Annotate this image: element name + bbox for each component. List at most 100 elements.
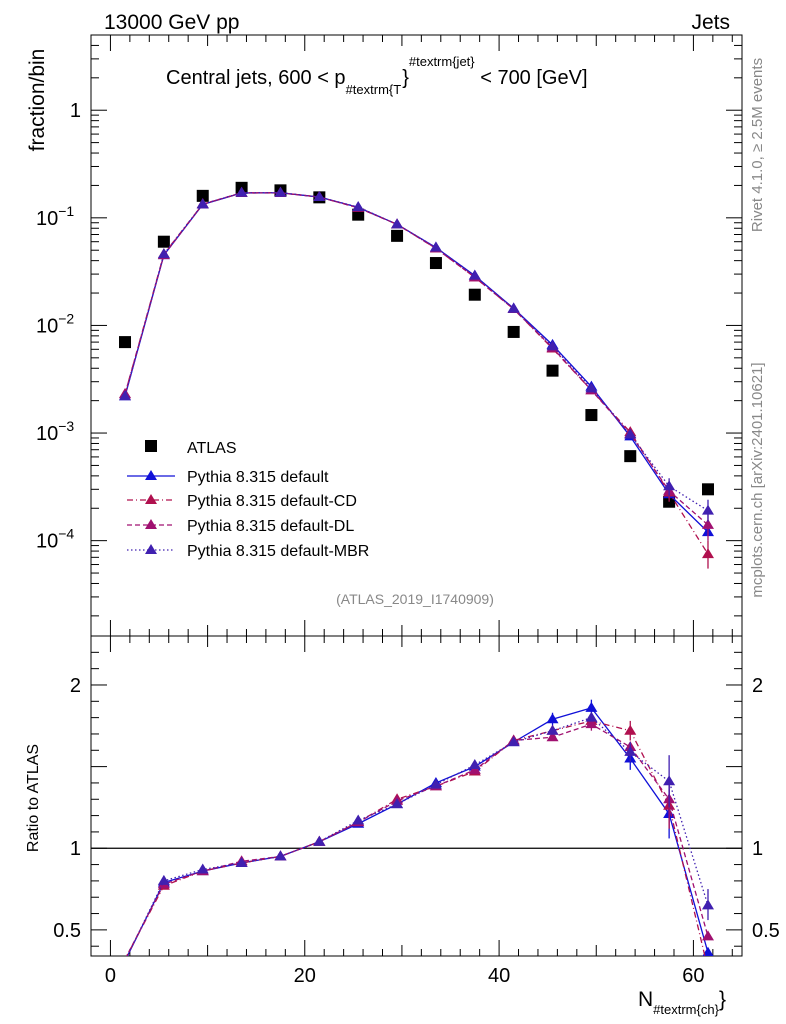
atlas-point <box>429 257 442 270</box>
legend-marker-mbr <box>145 544 157 554</box>
legend-marker-cd <box>145 494 157 504</box>
pythia-8-315-default-ratio-line <box>126 707 709 956</box>
title-suffix: < 700 [GeV] <box>480 67 587 89</box>
ratio-plot-frame <box>90 635 743 957</box>
pythia-8-315-default-mbr-ratio-line <box>126 716 709 956</box>
pythia-8-315-default-mbr-ratio-point <box>663 775 676 786</box>
pythia-8-315-default-mbr-point <box>585 382 598 393</box>
atlas-point <box>507 325 520 338</box>
legend-label-atlas: ATLAS <box>187 440 237 457</box>
legend-marker-default <box>145 470 157 480</box>
pythia-8-315-default-cd-point <box>701 548 714 559</box>
pythia-8-315-default-cd-ratio-line <box>125 720 706 956</box>
pythia-8-315-default-mbr-point <box>391 218 404 229</box>
ratio-y-tick-label: 0.5 <box>53 920 81 942</box>
title-prefix: Central jets, 600 < p <box>166 67 346 89</box>
y-axis-label: fraction/bin <box>26 49 49 152</box>
pythia-8-315-default-mbr-ratio-point <box>391 798 404 809</box>
atlas-point <box>196 189 209 202</box>
pythia-8-315-default-mbr-ratio-point <box>701 899 714 910</box>
jets-label: Jets <box>691 11 730 34</box>
ratio-y-tick-label: 2 <box>70 675 81 697</box>
analysis-id: (ATLAS_2019_I1740909) <box>336 591 494 607</box>
ratio-axis-label: Ratio to ATLAS <box>25 744 42 852</box>
pythia-8-315-default-mbr-ratio-point <box>313 835 326 846</box>
ratio-y-tick-label-right: 2 <box>752 675 763 697</box>
legend-label-mbr: Pythia 8.315 default-MBR <box>187 543 369 560</box>
x-axis-label: N#textrm{ch}} <box>638 988 726 1017</box>
legend-label-dl: Pythia 8.315 default-DL <box>187 518 354 535</box>
pythia-8-315-default-mbr-ratio-point <box>429 778 442 789</box>
pythia-8-315-default-mbr-point <box>507 302 520 313</box>
legend-marker-atlas <box>145 440 157 452</box>
ratio-y-tick-label-right: 0.5 <box>752 920 780 942</box>
pythia-8-315-default-mbr-point <box>157 248 170 259</box>
pythia-8-315-default-mbr-point <box>624 428 637 439</box>
pythia-8-315-default-mbr-ratio-point <box>352 814 365 825</box>
x-tick-label: 60 <box>682 965 704 987</box>
pythia-8-315-default-mbr-ratio-point <box>157 874 170 885</box>
pythia-8-315-default-mbr-ratio-point <box>507 736 520 747</box>
title-sub: #textrm{T <box>346 82 402 97</box>
pythia-8-315-default-mbr-point <box>546 340 559 351</box>
plot-title: Central jets, 600 < p#textrm{T}#textrm{j… <box>166 54 588 97</box>
pythia-8-315-default-ratio-point <box>585 701 598 712</box>
pythia-8-315-default-mbr-line <box>124 192 709 512</box>
x-tick-label: 20 <box>294 965 316 987</box>
pythia-8-315-default-dl-line <box>124 192 709 526</box>
legend-label-cd: Pythia 8.315 default-CD <box>187 493 357 510</box>
main-y-tick-label: 10−2 <box>36 310 74 337</box>
pythia-8-315-default-dl-ratio-point <box>585 718 598 729</box>
energy-label: 13000 GeV pp <box>104 11 239 34</box>
ratio-y-tick-label: 1 <box>70 838 81 860</box>
pythia-8-315-default-mbr-point <box>352 201 365 212</box>
pythia-8-315-default-mbr-point <box>313 191 326 202</box>
ratio-series <box>125 699 714 956</box>
atlas-point <box>157 235 170 248</box>
pythia-8-315-default-cd-ratio-point <box>624 724 637 735</box>
ratio-series-clipped <box>125 699 714 956</box>
atlas-point <box>546 364 559 377</box>
main-y-tick-label: 10−4 <box>36 526 74 553</box>
x-tick-label: 0 <box>105 965 116 987</box>
pythia-8-315-default-mbr-point <box>429 241 442 252</box>
main-y-tick-label: 10−3 <box>36 418 74 445</box>
pythia-8-315-default-dl-ratio-point <box>546 731 559 742</box>
ratio-y-tick-label-right: 1 <box>752 838 763 860</box>
pythia-8-315-default-mbr-point <box>119 390 132 401</box>
pythia-8-315-default-dl-point <box>701 518 714 529</box>
pythia-8-315-default-dl-ratio-line <box>125 723 709 956</box>
x-tick-label: 40 <box>488 965 510 987</box>
pythia-8-315-default-mbr-ratio-point <box>468 758 481 769</box>
atlas-point <box>391 229 404 242</box>
pythia-8-315-default-mbr-point <box>701 504 714 515</box>
pythia-8-315-default-mbr-ratio-point <box>274 850 287 861</box>
mcplots-label: mcplots.cern.ch [arXiv:2401.10621] <box>749 362 766 597</box>
pythia-8-315-default-mbr-point <box>663 480 676 491</box>
pythia-8-315-default-ratio-point <box>546 713 559 724</box>
atlas-point <box>624 450 637 463</box>
pythia-8-315-default-mbr-ratio-point <box>585 711 598 722</box>
legend-marker-dl <box>145 519 157 529</box>
pythia-8-315-default-dl-ratio-point <box>701 930 714 941</box>
main-series <box>119 181 714 569</box>
pythia-8-315-default-mbr-ratio-point <box>196 863 209 874</box>
atlas-point <box>701 483 714 496</box>
atlas-point <box>468 288 481 301</box>
main-y-ticks: 1 10−1 10−2 10−3 10−4 <box>36 34 742 617</box>
main-y-tick-label: 1 <box>70 100 81 122</box>
pythia-8-315-default-mbr-point <box>274 186 287 197</box>
pythia-8-315-default-mbr-ratio-point <box>546 724 559 735</box>
main-y-tick-label: 10−1 <box>36 203 74 230</box>
pythia-8-315-default-mbr-ratio-point <box>624 745 637 756</box>
pythia-8-315-default-ratio-point <box>702 946 714 956</box>
ratio-ticks: 0 20 40 60 2 2 1 1 0.5 0.5 <box>53 35 780 987</box>
legend: ATLAS Pythia 8.315 default Pythia 8.315 … <box>127 440 369 560</box>
title-sup: #textrm{jet} <box>409 54 475 69</box>
atlas-point <box>119 336 132 349</box>
atlas-point <box>585 409 598 422</box>
pythia-8-315-default-mbr-point <box>235 186 248 197</box>
pythia-8-315-default-mbr-point <box>468 269 481 280</box>
pythia-8-315-default-mbr-ratio-point <box>235 856 248 867</box>
